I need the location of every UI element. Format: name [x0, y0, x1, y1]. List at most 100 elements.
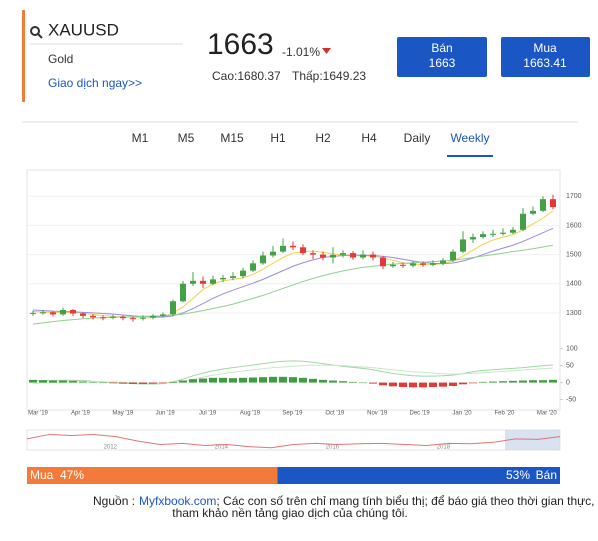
y-tick-label: -50 [566, 396, 576, 403]
x-tick-label: Jun '19 [156, 411, 176, 417]
buy-button[interactable]: Mua 1663.41 [501, 37, 590, 77]
candle-body [550, 199, 556, 208]
candle-body [110, 316, 116, 318]
candle-body [150, 315, 156, 318]
candle-body [70, 310, 76, 314]
chart-frame [26, 169, 561, 411]
histogram-bar [99, 382, 107, 384]
candle-body [540, 199, 546, 211]
buy-price: 1663.41 [523, 56, 567, 70]
x-tick-label: Oct '19 [325, 411, 344, 417]
candle-body [160, 314, 166, 316]
footer-line: tham khảo nền tảng giao dịch của chúng t… [172, 506, 408, 520]
macd-line [32, 364, 554, 385]
sell-price: 1663 [429, 56, 456, 70]
candle-body [480, 234, 486, 238]
sell-label: Bán [536, 468, 557, 482]
tab[interactable]: H4 [361, 131, 377, 145]
histogram-bar [389, 382, 397, 387]
histogram-bar [409, 382, 417, 388]
histogram-bar [129, 382, 137, 384]
trade-link[interactable]: Giao dịch ngay>> [48, 76, 142, 90]
histogram-bar [399, 382, 407, 387]
tab[interactable]: M1 [132, 131, 149, 145]
sell-button[interactable]: Bán 1663 [397, 37, 487, 77]
sell-label: Bán [431, 41, 452, 55]
footer-text: ; Các con số trên chỉ mang tính biểu thị… [216, 494, 598, 508]
histogram-bar [29, 379, 37, 383]
tab[interactable]: Weekly [450, 131, 489, 145]
candle-body [490, 233, 496, 235]
histogram-bar [219, 377, 227, 383]
histogram-bar [169, 381, 177, 383]
y-tick-label: 1300 [566, 310, 582, 317]
moving-average-line [32, 227, 554, 318]
accent-bar [22, 10, 25, 102]
histogram-bar [359, 382, 367, 384]
candle-body [130, 318, 136, 320]
candle-body [270, 251, 276, 256]
candle-body [240, 270, 246, 277]
tab[interactable]: H2 [315, 131, 331, 145]
histogram-bar [249, 377, 257, 383]
histogram-bar [239, 377, 247, 383]
candle-body [510, 229, 516, 233]
candle-body [80, 313, 86, 316]
navigator-window[interactable] [505, 430, 560, 450]
x-tick-label: Nov '19 [367, 411, 388, 417]
histogram-bar [549, 379, 557, 383]
histogram-bar [229, 378, 237, 383]
source-label: Nguồn : [93, 494, 135, 508]
candle-body [470, 237, 476, 240]
candle-body [90, 315, 96, 318]
tab[interactable]: M5 [178, 131, 195, 145]
y-tick-label: 0 [566, 379, 570, 386]
moving-average-line [32, 210, 554, 319]
x-tick-label: Sep '19 [282, 411, 303, 417]
histogram-bar [509, 380, 517, 383]
histogram-bar [139, 382, 147, 384]
candle-body [210, 279, 216, 284]
tab[interactable]: H1 [270, 131, 286, 145]
y-tick-label: 1700 [566, 193, 582, 200]
y-tick-label: 50 [566, 362, 574, 369]
histogram-bar [329, 380, 337, 383]
histogram-bar [469, 382, 477, 384]
candle-body [180, 283, 186, 302]
candle-body [390, 264, 396, 267]
change: -1.01% [282, 45, 320, 59]
sell-share-bar [277, 467, 560, 484]
candle-body [60, 310, 66, 315]
candle-body [40, 312, 46, 314]
histogram-bar [109, 382, 117, 384]
tab[interactable]: M15 [220, 131, 244, 145]
footer-line: Nguồn : Myfxbook.com; Các con số trên chỉ… [93, 494, 598, 508]
y-tick-label: 100 [566, 346, 578, 353]
histogram-bar [489, 381, 497, 383]
histogram-bar [259, 377, 267, 383]
candle-body [230, 276, 236, 278]
candle-body [330, 254, 336, 258]
histogram-bar [459, 382, 467, 385]
candle-body [100, 317, 106, 319]
candle-body [500, 232, 506, 234]
histogram-bar [319, 379, 327, 383]
candle-body [340, 253, 346, 255]
candle-body [450, 251, 456, 261]
buy-label: Mua [30, 468, 54, 482]
histogram-bar [299, 377, 307, 383]
histogram-bar [149, 382, 157, 384]
histogram-bar [339, 381, 347, 383]
candle-body [430, 263, 436, 265]
tab[interactable]: Daily [404, 131, 431, 145]
source-link[interactable]: Myfxbook.com [139, 494, 216, 508]
x-tick-label: 2018 [437, 445, 451, 451]
histogram-bar [39, 380, 47, 383]
candle-body [310, 253, 316, 255]
candle-body [460, 239, 466, 252]
histogram-bar [379, 382, 387, 386]
search-icon [30, 26, 43, 39]
candle-body [320, 254, 326, 258]
